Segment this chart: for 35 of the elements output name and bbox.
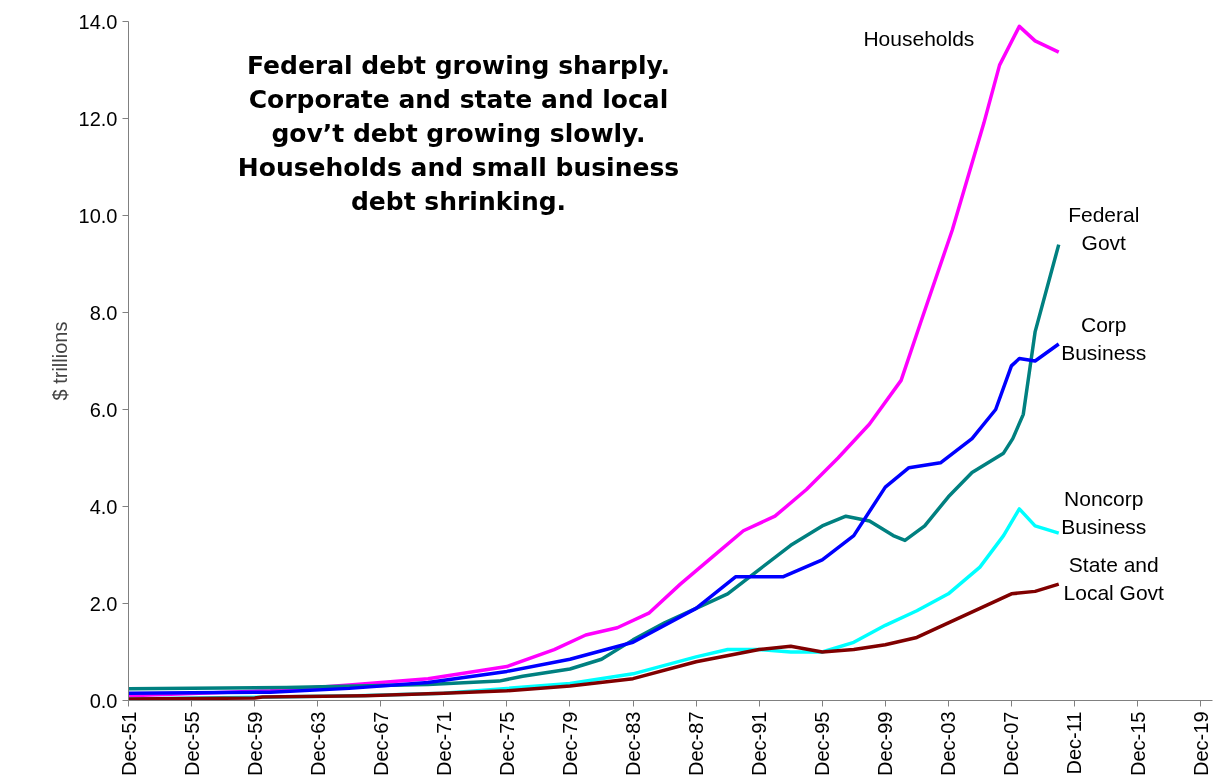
series-label: State and Local Govt — [1063, 552, 1165, 604]
line-series — [128, 582, 1061, 701]
x-tick-label: Dec-71 — [432, 711, 455, 776]
y-tick-label: 10.0 — [78, 204, 118, 227]
x-tick-label: Dec-91 — [748, 711, 771, 776]
y-tick-label: 12.0 — [78, 107, 118, 130]
x-tick-label: Dec-63 — [306, 711, 329, 776]
x-tick-label: Dec-59 — [243, 711, 266, 776]
series-label: Noncorp Business — [1061, 486, 1147, 538]
x-tick-label: Dec-87 — [685, 711, 708, 776]
x-tick-label: Dec-51 — [117, 711, 140, 776]
y-tick-label: 6.0 — [89, 398, 118, 421]
series-label: Federal Govt — [1068, 203, 1140, 255]
y-tick-label: 2.0 — [89, 592, 118, 615]
x-tick-label: Dec-83 — [622, 711, 645, 776]
y-tick-label: 8.0 — [89, 301, 118, 324]
x-tick-label: Dec-75 — [495, 711, 518, 776]
y-tick-label: 4.0 — [89, 495, 118, 518]
y-axis-title: $ trillions — [48, 321, 71, 401]
y-tick-label: 14.0 — [78, 10, 118, 33]
series-label: Households — [863, 26, 975, 50]
x-tick-label: Dec-67 — [369, 711, 392, 776]
y-tick-label: 0.0 — [89, 689, 118, 712]
line-series — [128, 342, 1061, 695]
x-tick-label: Dec-11 — [1063, 711, 1086, 775]
x-tick-label: Dec-15 — [1126, 711, 1149, 776]
x-tick-label: Dec-03 — [937, 711, 960, 776]
series-label: Corp Business — [1061, 312, 1147, 364]
text: Federal debt growing sharply. Corporate and state and local gov’t debt growing slowly. Households and small business debt shrinking. — [237, 50, 680, 216]
x-tick-label: Dec-99 — [874, 711, 897, 776]
x-tick-label: Dec-79 — [558, 711, 581, 776]
x-tick-label: Dec-55 — [180, 711, 203, 776]
x-tick-label: Dec-19 — [1189, 711, 1212, 776]
x-tick-label: Dec-07 — [1000, 711, 1023, 776]
x-tick-label: Dec-95 — [811, 711, 834, 776]
